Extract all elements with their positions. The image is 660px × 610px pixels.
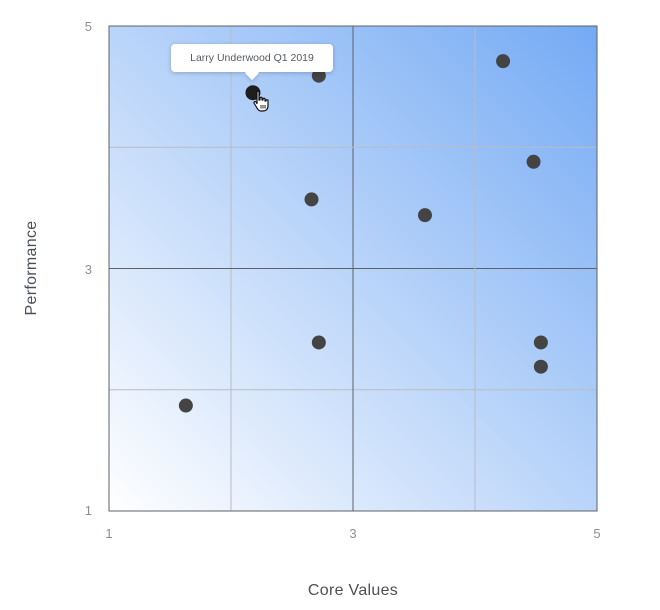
y-axis-title: Performance bbox=[23, 221, 40, 316]
y-tick-label-5: 5 bbox=[85, 19, 92, 34]
x-tick-label-3: 3 bbox=[349, 526, 356, 541]
data-point[interactable] bbox=[311, 68, 326, 83]
data-points bbox=[178, 54, 548, 413]
tooltip-label: Larry Underwood Q1 2019 bbox=[190, 52, 314, 64]
data-point[interactable] bbox=[304, 192, 319, 207]
point-tooltip: Larry Underwood Q1 2019 bbox=[171, 44, 333, 72]
x-tick-label-5: 5 bbox=[593, 526, 600, 541]
y-tick-label-3: 3 bbox=[85, 262, 92, 277]
data-point[interactable] bbox=[178, 398, 193, 413]
data-point[interactable] bbox=[526, 154, 541, 169]
x-axis-title: Core Values bbox=[308, 582, 398, 599]
y-tick-label-1: 1 bbox=[85, 503, 92, 518]
data-point[interactable] bbox=[311, 335, 326, 350]
plot-border bbox=[108, 25, 598, 512]
x-tick-label-1: 1 bbox=[105, 526, 112, 541]
data-point[interactable] bbox=[496, 54, 511, 69]
data-point[interactable] bbox=[417, 208, 432, 223]
data-point[interactable] bbox=[533, 359, 548, 374]
data-point[interactable] bbox=[533, 335, 548, 350]
grid-lines bbox=[109, 26, 597, 511]
hand-pointer-icon bbox=[253, 90, 269, 112]
